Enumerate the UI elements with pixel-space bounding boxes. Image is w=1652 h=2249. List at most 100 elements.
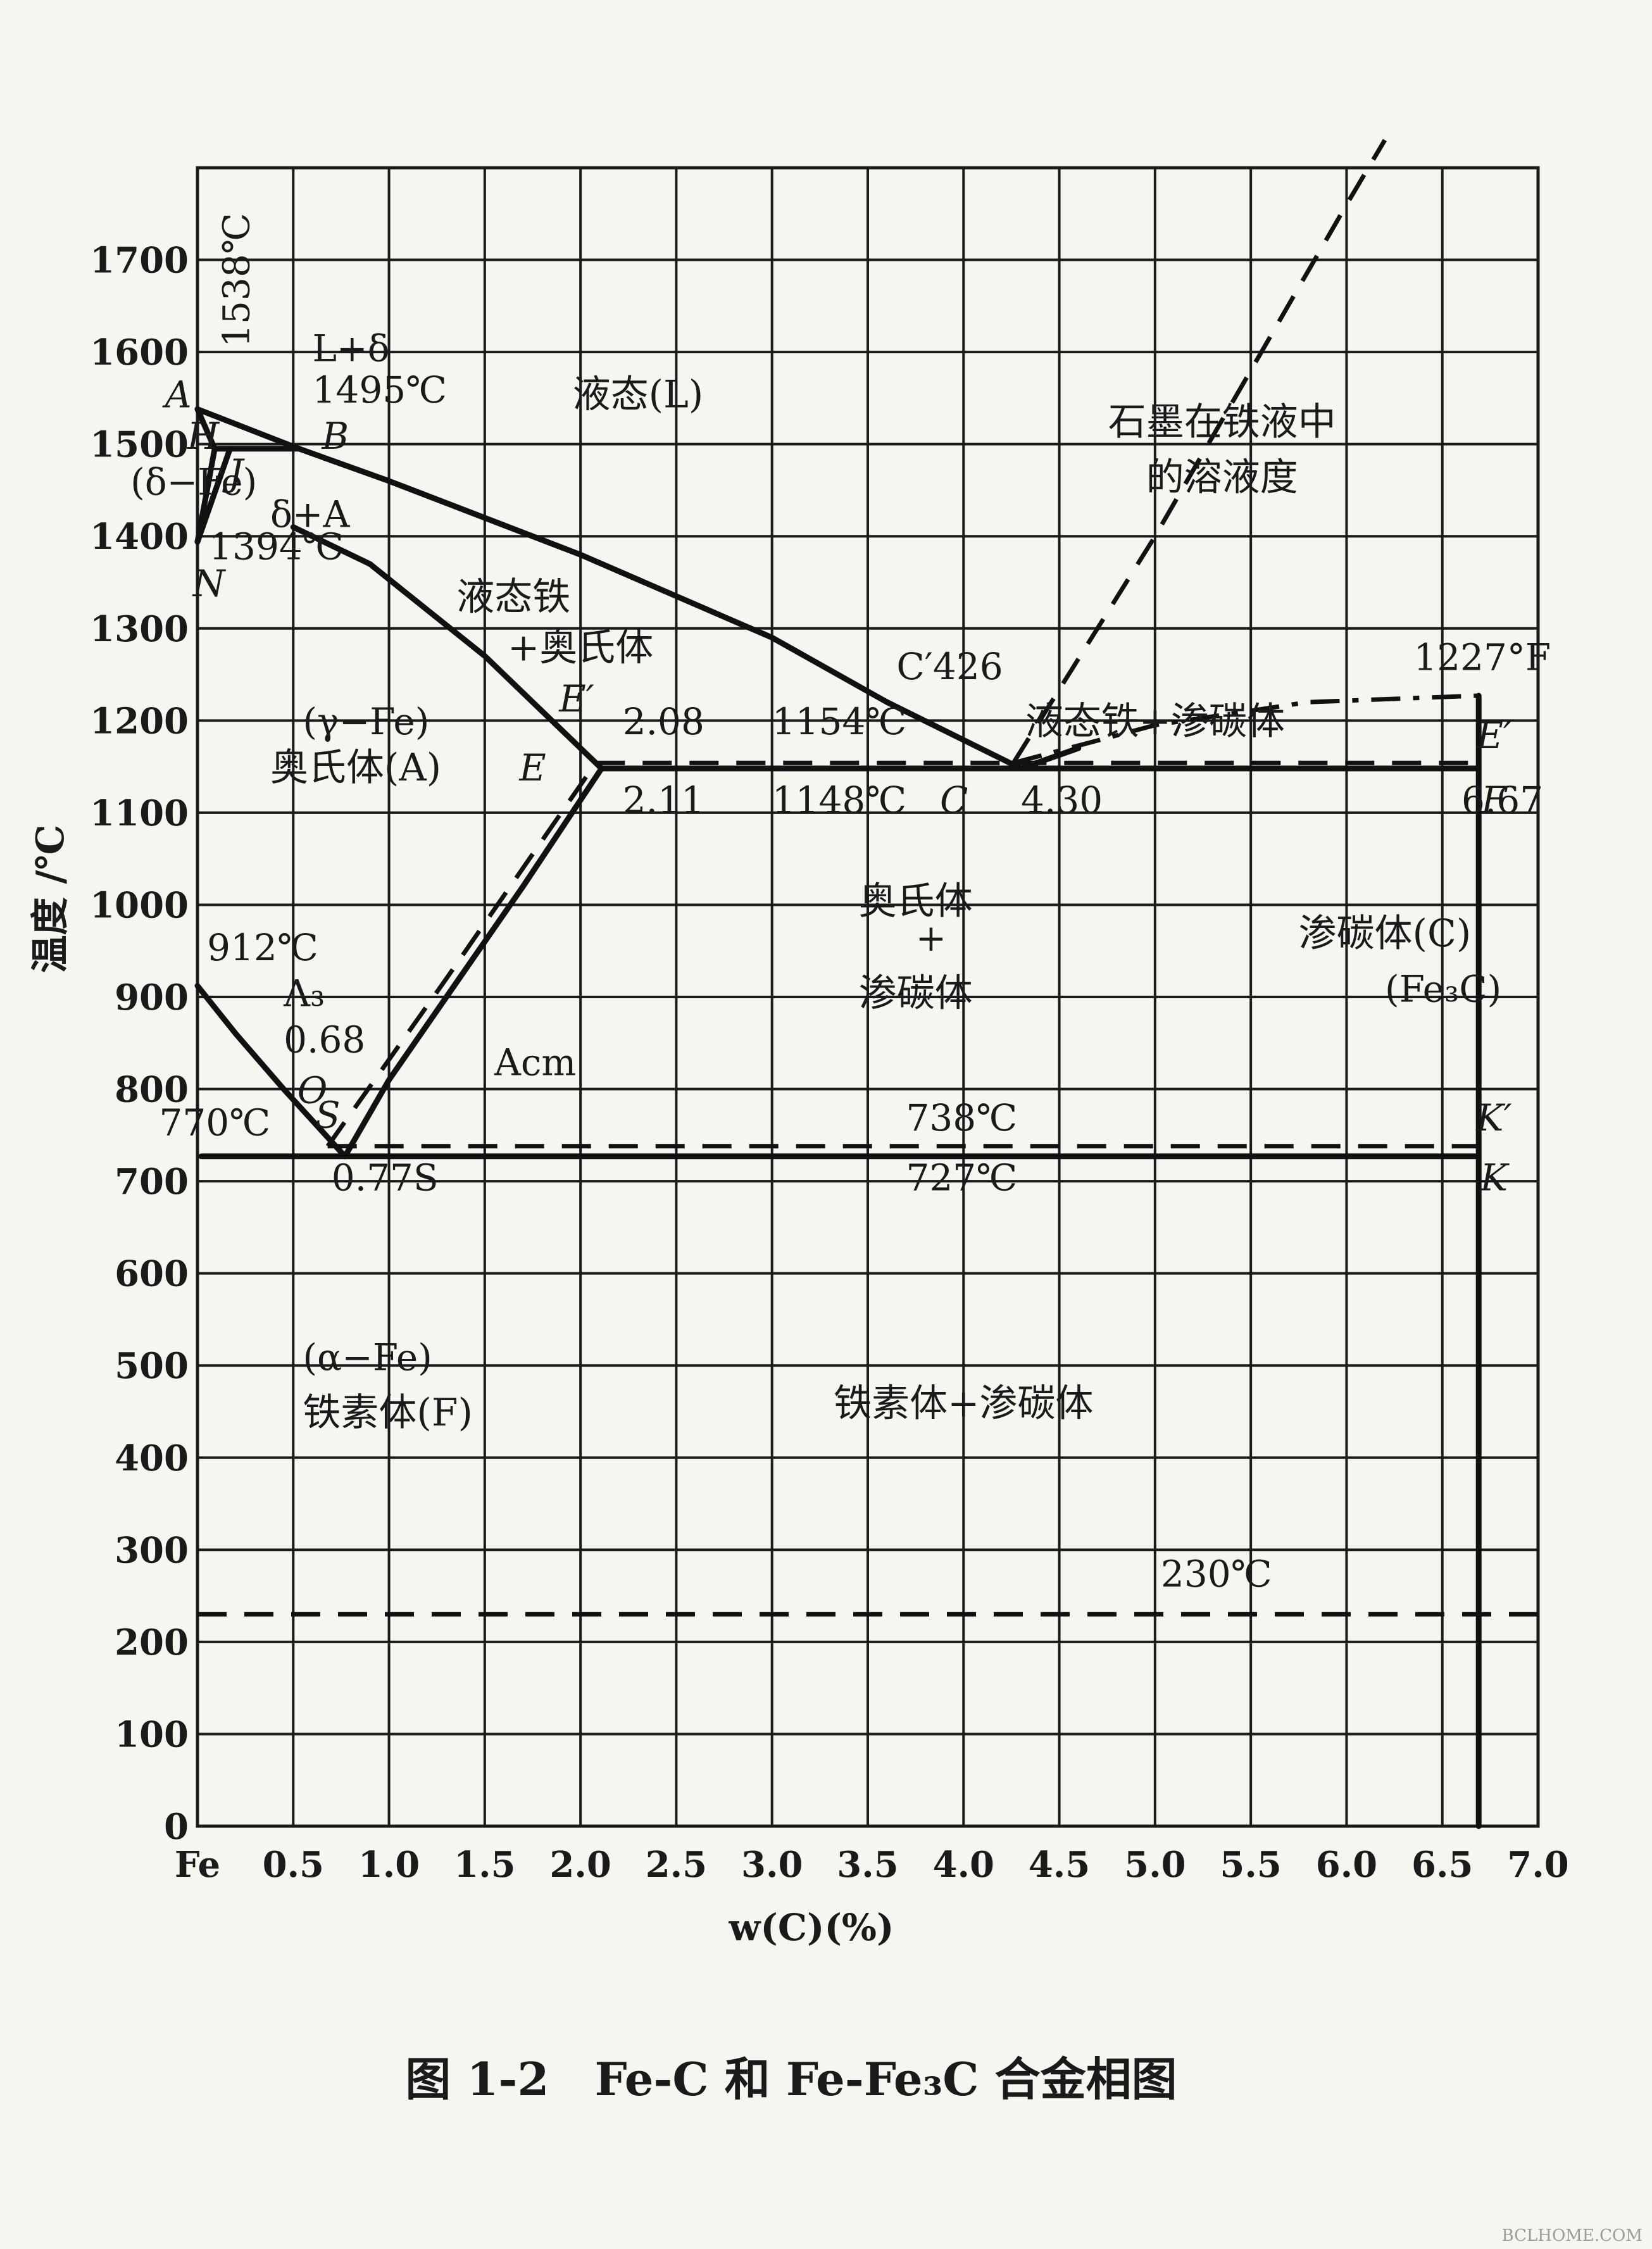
y-tick-label: 1600: [90, 332, 189, 373]
x-tick-label: 4.0: [933, 1844, 994, 1886]
x-tick-label: 4.5: [1029, 1844, 1090, 1886]
annotation-label: 727℃: [906, 1156, 1018, 1200]
region-annotations: A1538℃L+δ1495℃BHJ(δ−Fe)δ+A1394℃N液态(L)液态铁…: [130, 213, 1551, 1595]
boundary-solid-line: [194, 406, 218, 452]
y-tick-label: 100: [115, 1713, 189, 1755]
y-tick-label: 1400: [90, 516, 189, 558]
y-tick-label: 300: [115, 1529, 189, 1571]
annotation-label: 石墨在铁液中: [1108, 400, 1336, 444]
annotation-label: +: [916, 917, 947, 960]
annotation-label: F: [1480, 779, 1508, 822]
annotation-label: 铁素体(F): [303, 1391, 472, 1435]
y-tick-label: 400: [115, 1438, 189, 1479]
phase-boundary-lines: [194, 139, 1538, 1829]
annotation-label: 770℃: [159, 1101, 270, 1144]
x-tick-label: Fe: [175, 1844, 220, 1886]
annotation-label: H: [187, 415, 220, 458]
x-tick-label: 3.5: [837, 1844, 898, 1886]
y-tick-label: 1200: [90, 700, 189, 742]
axis-tick-labels: Fe 0.5 1.0 1.5 2.0 2.5 3.0 3.5 4.0 4.5 5.0 5.5 6.0 6.…: [90, 240, 1569, 1886]
annotation-label: 738℃: [906, 1096, 1018, 1139]
annotation-label: E′: [558, 677, 594, 720]
x-tick-label: 2.0: [549, 1844, 611, 1886]
figure-caption: 图 1-2 Fe-C 和 Fe-Fe₃C 合金相图: [405, 2052, 1177, 2106]
annotation-label: Acm: [494, 1041, 576, 1084]
annotation-label: S: [315, 1094, 341, 1137]
y-axis-label: 温度 /℃: [28, 825, 73, 974]
y-tick-label: 600: [115, 1253, 189, 1295]
x-tick-label: 1.0: [358, 1844, 420, 1886]
annotation-label: (γ−Fe): [303, 700, 429, 743]
annotation-label: B: [322, 415, 349, 458]
annotation-label: 1538℃: [215, 213, 258, 348]
grid-lines: [196, 166, 1540, 1828]
annotation-label: +奥氏体: [508, 626, 653, 670]
annotation-label: K: [1480, 1156, 1510, 1200]
boundary-dashed-line: [1011, 139, 1387, 765]
x-axis-label: w(C)(%): [729, 1906, 894, 1949]
y-tick-label: 700: [115, 1161, 189, 1203]
annotation-label: 230℃: [1161, 1553, 1272, 1596]
y-tick-label: 1300: [90, 608, 189, 650]
boundary-dashdot-line: [1013, 693, 1479, 765]
annotation-label: N: [192, 562, 227, 605]
annotation-label: 2.11: [623, 779, 704, 822]
annotation-label: 1148℃: [772, 779, 907, 822]
y-tick-label: 1700: [90, 240, 189, 282]
annotation-label: 奥氏体: [859, 879, 973, 924]
x-tick-label: 6.0: [1316, 1844, 1377, 1886]
annotation-label: 4.30: [1021, 779, 1103, 822]
annotation-label: 1495℃: [313, 368, 447, 411]
annotation-label: 渗碳体: [859, 972, 973, 1016]
annotation-label: E: [518, 746, 546, 789]
annotation-label: 912℃: [207, 926, 318, 969]
annotation-label: 液态(L): [573, 372, 704, 417]
annotation-label: 2.08: [623, 700, 704, 743]
annotation-label: 0.68: [284, 1018, 365, 1061]
y-tick-label: 1100: [90, 792, 189, 834]
x-tick-label: 0.5: [263, 1844, 324, 1886]
annotation-label: 渗碳体(C): [1299, 912, 1472, 956]
x-tick-label: 2.5: [646, 1844, 707, 1886]
annotation-label: (Fe₃C): [1385, 967, 1501, 1010]
annotation-label: E′: [1476, 714, 1512, 757]
annotation-label: O: [297, 1068, 328, 1112]
annotation-label: (α−Fe): [303, 1336, 432, 1379]
boundary-dashed-line: [325, 761, 598, 1148]
x-tick-label: 3.0: [741, 1844, 803, 1886]
boundary-solid-line: [194, 446, 233, 545]
annotation-label: A₃: [283, 972, 325, 1015]
y-tick-label: 1500: [90, 424, 189, 466]
y-tick-label: 0: [164, 1806, 189, 1848]
annotation-label: 1154℃: [772, 700, 907, 743]
annotation-label: K′: [1475, 1096, 1512, 1139]
boundary-solid-line: [194, 983, 348, 1160]
watermark-text: BCLHOME.COM: [1502, 2226, 1643, 2245]
x-tick-label: 7.0: [1507, 1844, 1568, 1886]
boundary-solid-line: [296, 446, 1024, 772]
y-tick-label: 1000: [90, 884, 189, 926]
annotation-label: δ+A: [270, 493, 351, 536]
annotation-label: 液态铁: [456, 575, 570, 620]
x-tick-label: 5.0: [1124, 1844, 1186, 1886]
annotation-label: 液态铁+渗碳体: [1025, 699, 1285, 744]
annotation-label: 1227°F: [1413, 636, 1551, 679]
annotation-label: 0.77S: [332, 1156, 439, 1200]
annotation-label: C: [940, 779, 968, 822]
boundary-solid-line: [342, 765, 604, 1160]
y-tick-label: 500: [115, 1345, 189, 1387]
y-tick-label: 900: [115, 977, 189, 1018]
y-tick-label: 200: [115, 1622, 189, 1663]
annotation-label: 铁素体+渗碳体: [834, 1381, 1093, 1425]
annotation-label: (δ−Fe): [130, 461, 257, 504]
annotation-label: A: [162, 373, 192, 416]
x-tick-label: 1.5: [454, 1844, 515, 1886]
annotation-label: C′426: [896, 645, 1003, 688]
annotation-label: 6.67: [1461, 779, 1543, 822]
boundary-solid-line: [290, 524, 604, 772]
annotation-label: L+δ: [313, 327, 390, 370]
annotation-label: 奥氏体(A): [270, 746, 441, 790]
annotation-label: 1394℃: [209, 525, 344, 568]
annotation-label: 的溶液度: [1146, 455, 1298, 499]
